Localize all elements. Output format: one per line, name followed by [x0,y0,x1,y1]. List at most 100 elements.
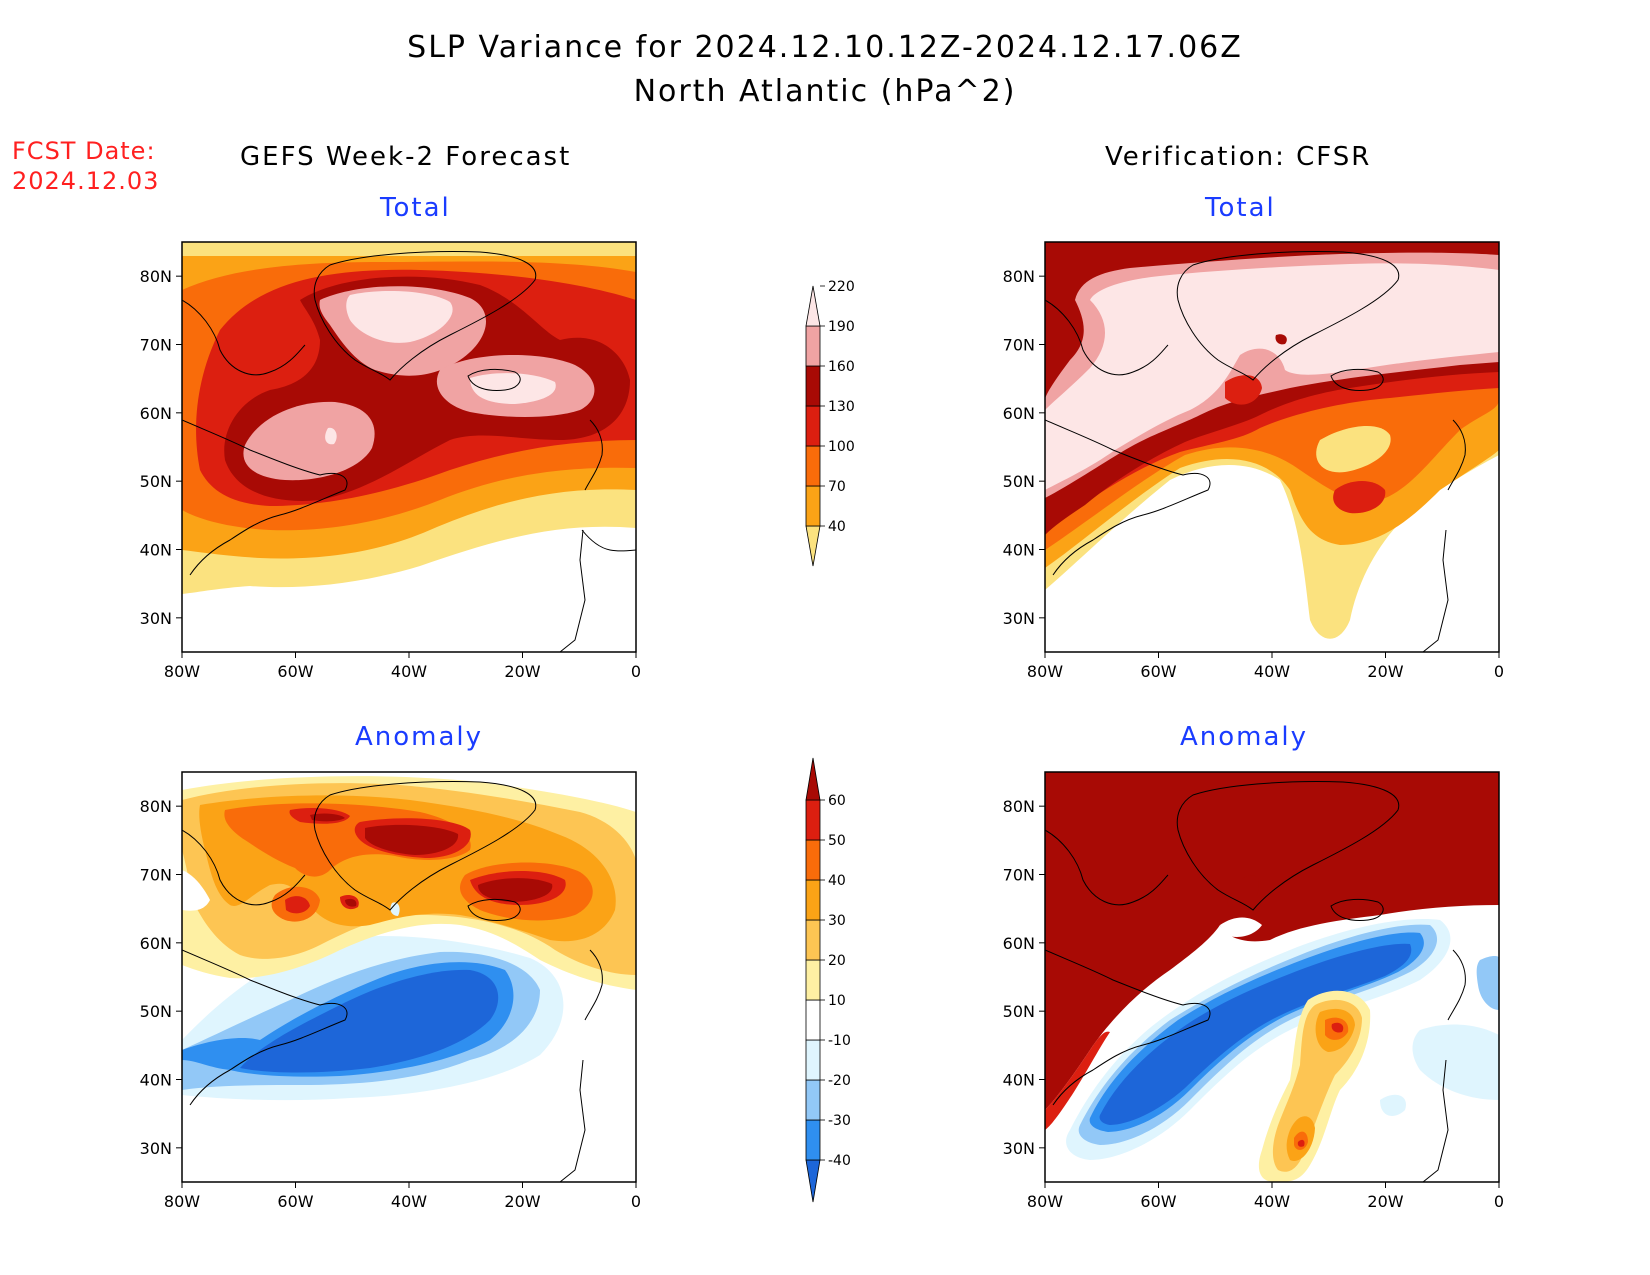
anomaly-colorbar-level-label: 10 [828,993,846,1009]
lat-tick-label-verification-total: 50N [1003,472,1035,491]
anomaly-colorbar-level-label: 50 [828,833,846,849]
anomaly-colorbar-level-label: 30 [828,913,846,929]
anomaly-colorbar-level-label: 40 [828,873,846,889]
lat-tick-label-verification-anomaly: 40N [1003,1071,1035,1090]
lon-tick-label-forecast-anomaly: 60W [277,1192,313,1211]
total-colorbar-level-label: 220 [828,279,855,295]
lat-tick-label-verification-anomaly: 70N [1003,866,1035,885]
lat-tick-label-forecast-total: 40N [140,541,172,560]
fcst-date-value: 2024.12.03 [12,167,160,195]
anomaly-colorbar-bottom-arrow [805,1159,821,1203]
anomaly-colorbar-swatch [805,959,821,1001]
panel-label-verification-total: Total [1205,193,1276,223]
total-colorbar-level-label: 160 [828,359,855,375]
panel-label-forecast-anomaly: Anomaly [355,722,484,752]
page-title: SLP Variance for 2024.12.10.12Z-2024.12.… [407,30,1243,65]
lon-tick-label-forecast-total: 0 [631,662,641,681]
lat-tick-label-forecast-anomaly: 60N [140,934,172,953]
axis-labels: 80W 60W 40W 20W 0 80N 70N 60N 50N 40N 30N 80W 60W 40W… [140,267,1504,1211]
lat-tick-label-forecast-total: 70N [140,336,172,355]
lon-tick-label-forecast-total: 80W [164,662,200,681]
page-subtitle: North Atlantic (hPa^2) [633,74,1017,109]
lat-tick-label-verification-total: 30N [1003,609,1035,628]
coastlines-forecast-total [182,251,636,652]
lon-tick-label-verification-total: 20W [1367,662,1403,681]
total-colorbar-swatch [805,445,821,487]
total-colorbar-level-label: 70 [828,479,846,495]
map-forecast-anomaly [182,772,636,1182]
lon-tick-label-verification-total: 0 [1494,662,1504,681]
lon-tick-label-forecast-anomaly: 0 [631,1192,641,1211]
lat-tick-label-verification-anomaly: 60N [1003,934,1035,953]
lat-tick-label-forecast-anomaly: 30N [140,1139,172,1158]
lon-tick-label-verification-total: 60W [1140,662,1176,681]
lat-tick-label-forecast-total: 60N [140,404,172,423]
map-verification-total [1045,242,1499,652]
panel-label-forecast-total: Total [380,193,451,223]
lat-tick-label-forecast-anomaly: 70N [140,866,172,885]
total-colorbar-level-label: 40 [828,519,846,535]
lon-tick-label-forecast-total: 20W [504,662,540,681]
total-colorbar-swatch [805,365,821,407]
total-colorbar-swatch [805,405,821,447]
lat-tick-label-verification-total: 70N [1003,336,1035,355]
total-colorbar-level-label: 100 [828,439,855,455]
verification-column-heading: Verification: CFSR [1105,142,1372,172]
anomaly-colorbar-level-label: -10 [828,1033,851,1049]
anomaly-colorbar-swatch [805,999,821,1041]
lat-tick-label-forecast-anomaly: 80N [140,797,172,816]
lon-tick-label-forecast-total: 60W [277,662,313,681]
anomaly-colorbar-swatch [805,1119,821,1161]
lat-tick-label-verification-total: 40N [1003,541,1035,560]
anomaly-colorbar-level-label: -30 [828,1113,851,1129]
lon-tick-label-verification-anomaly: 0 [1494,1192,1504,1211]
forecast-column-heading: GEFS Week-2 Forecast [240,142,572,172]
anomaly-colorbar-swatch [805,799,821,841]
anomaly-colorbar-swatch [805,879,821,921]
anomaly-colorbar-top-arrow [805,757,821,801]
lat-tick-label-verification-anomaly: 30N [1003,1139,1035,1158]
lat-tick-label-forecast-total: 80N [140,267,172,286]
fcst-date-label: FCST Date: [12,137,156,165]
lat-tick-label-verification-total: 80N [1003,267,1035,286]
coastlines-verification-anomaly [1045,781,1466,1182]
total-colorbar-swatch [805,485,821,527]
colorbar-anomaly: -40 -30 -20 -10 10 20 30 40 50 60 [805,757,851,1203]
anomaly-colorbar-swatch [805,1039,821,1081]
lon-tick-label-verification-anomaly: 20W [1367,1192,1403,1211]
lon-tick-label-forecast-anomaly: 80W [164,1192,200,1211]
panel-label-verification-anomaly: Anomaly [1180,722,1309,752]
anomaly-colorbar-swatch [805,919,821,961]
lon-tick-label-verification-anomaly: 60W [1140,1192,1176,1211]
total-colorbar-top-arrow [805,285,821,327]
anomaly-colorbar-level-label: 60 [828,793,846,809]
anomaly-colorbar-swatch [805,839,821,881]
lon-tick-label-forecast-anomaly: 40W [391,1192,427,1211]
anomaly-colorbar-level-label: -20 [828,1073,851,1089]
coastlines-forecast-anomaly [182,781,603,1182]
lat-tick-label-verification-anomaly: 50N [1003,1002,1035,1021]
lon-tick-label-verification-total: 80W [1027,662,1063,681]
map-forecast-total [182,242,636,652]
lat-tick-label-forecast-total: 30N [140,609,172,628]
lon-tick-label-forecast-total: 40W [391,662,427,681]
lon-tick-label-verification-total: 40W [1254,662,1290,681]
total-colorbar-level-label: 130 [828,399,855,415]
lat-tick-label-forecast-total: 50N [140,472,172,491]
lat-tick-label-verification-total: 60N [1003,404,1035,423]
anomaly-colorbar-level-label: -40 [828,1153,851,1169]
colorbar-total: 40 70 100 130 160 190 220 [805,279,855,567]
anomaly-colorbar-level-label: 20 [828,953,846,969]
anomaly-colorbar-swatch [805,1079,821,1121]
lon-tick-label-forecast-anomaly: 20W [504,1192,540,1211]
lat-tick-label-verification-anomaly: 80N [1003,797,1035,816]
map-verification-anomaly [1045,772,1499,1182]
lon-tick-label-verification-anomaly: 40W [1254,1192,1290,1211]
coastlines-verification-total [1045,251,1466,652]
total-colorbar-swatch [805,325,821,367]
lon-tick-label-verification-anomaly: 80W [1027,1192,1063,1211]
lat-tick-label-forecast-anomaly: 40N [140,1071,172,1090]
total-colorbar-level-label: 190 [828,319,855,335]
total-colorbar-bottom-arrow [805,525,821,567]
